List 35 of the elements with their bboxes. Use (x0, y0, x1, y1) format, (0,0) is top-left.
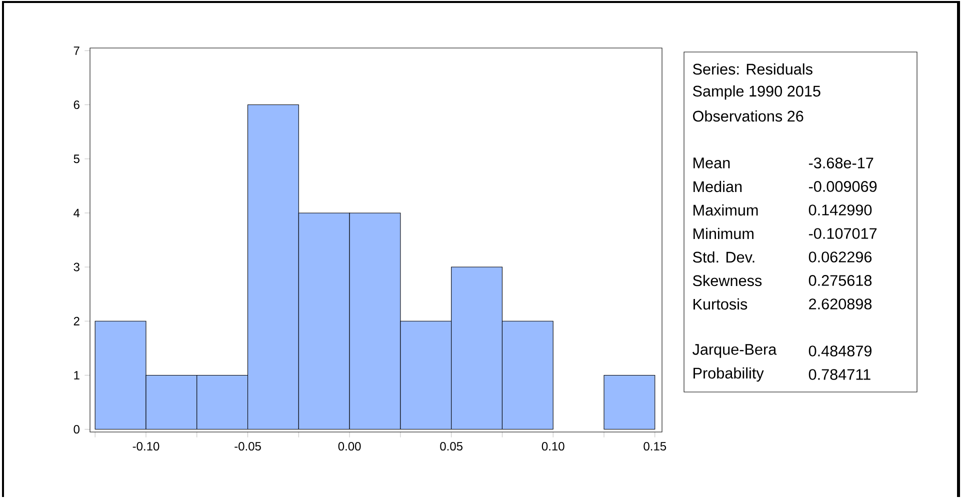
text: -0.107017 (808, 228, 877, 239)
text: Mean (694, 158, 730, 168)
x-tick-label: -0.05 (234, 442, 261, 451)
text: Jarque-Bera (692, 344, 777, 358)
text: Median (694, 180, 742, 192)
text: 0.062296 (808, 252, 872, 262)
text: Skewness (692, 274, 762, 286)
x-tick-label: 0.00 (338, 442, 361, 451)
text: Std. Dev. (692, 251, 754, 263)
text: Kurtosis (694, 298, 748, 310)
y-tick-label: 1 (74, 371, 80, 380)
text: -0.009069 (808, 181, 877, 192)
y-tick-label: 7 (74, 46, 80, 55)
y-tick-label: 2 (74, 316, 80, 326)
text: 0.142990 (808, 204, 872, 216)
x-tick-label: 0.05 (440, 442, 462, 451)
x-tick-label: -0.10 (132, 442, 160, 451)
text: 2.620898 (809, 298, 872, 310)
y-tick-label: 3 (74, 262, 80, 272)
x-tick-label: 0.15 (644, 442, 666, 451)
x-tick-label: 0.10 (542, 442, 564, 451)
y-tick-label: 6 (74, 100, 80, 110)
text: Observations 26 (693, 110, 804, 122)
y-tick-label: 0 (74, 425, 80, 434)
text: Minimum (694, 228, 754, 240)
text: Series: Residuals (692, 63, 812, 75)
text: Probability (694, 367, 764, 382)
text: 0.275618 (808, 275, 872, 286)
text: 0.484879 (808, 346, 872, 356)
text: Sample 1990 2015 (692, 85, 820, 100)
y-tick-label: 5 (74, 154, 80, 164)
y-tick-label: 4 (74, 208, 80, 218)
text: -3.68e-17 (808, 158, 874, 168)
text: 0.784711 (808, 369, 870, 380)
text: Maximum (694, 204, 758, 216)
